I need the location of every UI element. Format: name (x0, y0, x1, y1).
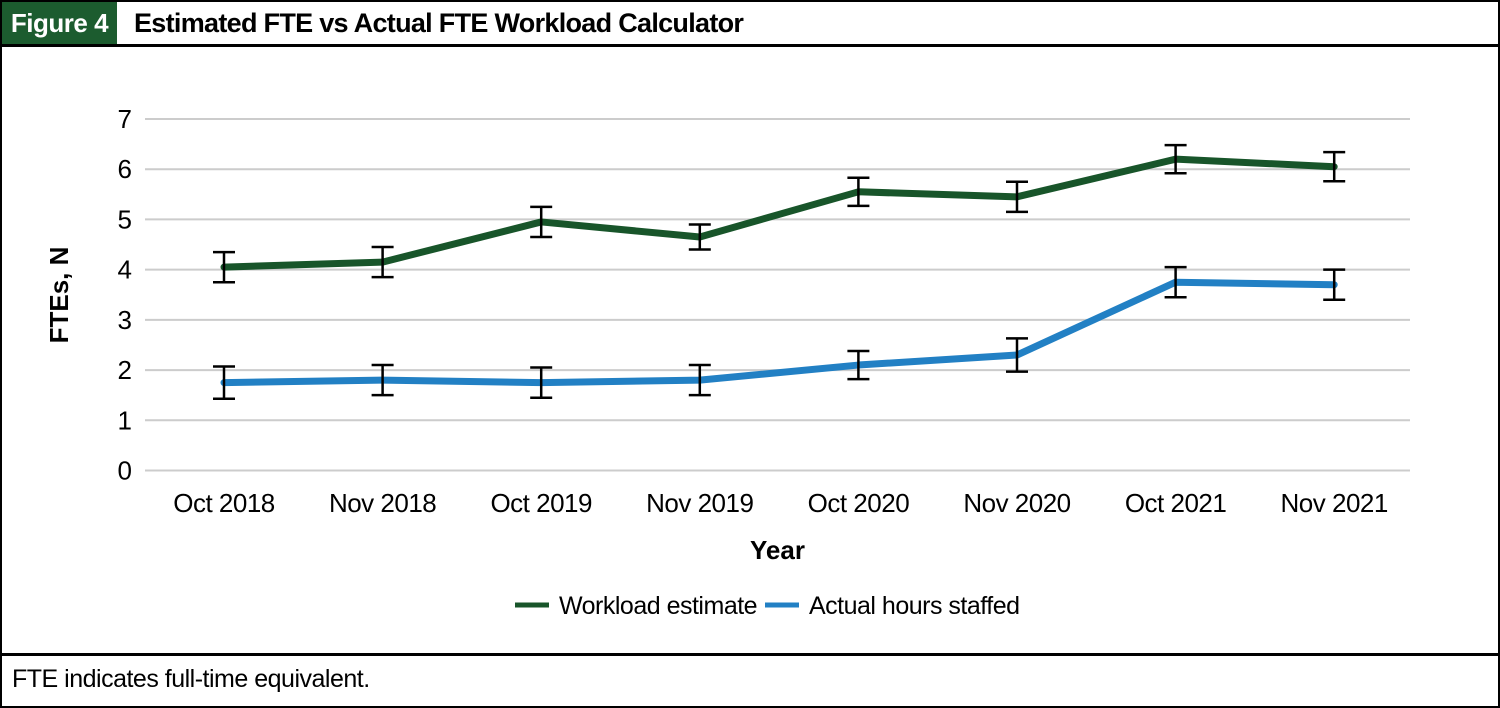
series-line-actual-hours-staffed (220, 278, 1338, 387)
y-axis-title: FTEs, N (44, 247, 74, 344)
x-tick-label-oct-2020: Oct 2020 (808, 488, 910, 518)
y-tick-label-0: 0 (118, 456, 132, 486)
figure-title: Estimated FTE vs Actual FTE Workload Cal… (134, 7, 744, 38)
x-tick-label-oct-2018: Oct 2018 (173, 488, 275, 518)
figure-footer: FTE indicates full-time equivalent. (2, 653, 1498, 702)
figure-header: Figure 4 Estimated FTE vs Actual FTE Wor… (2, 2, 1498, 47)
y-tick-label-3: 3 (118, 305, 132, 335)
x-tick-label-oct-2021: Oct 2021 (1125, 488, 1227, 518)
x-tick-label-nov-2020: Nov 2020 (963, 488, 1070, 518)
x-tick-label-nov-2021: Nov 2021 (1281, 488, 1388, 518)
series-line-workload-estimate (220, 155, 1338, 271)
y-tick-label-4: 4 (118, 255, 132, 285)
y-tick-label-7: 7 (118, 104, 132, 134)
y-tick-label-2: 2 (118, 355, 132, 385)
legend-label-workload-estimate: Workload estimate (559, 592, 757, 620)
figure-number-label: Figure 4 (2, 2, 117, 44)
y-tick-label-5: 5 (118, 204, 132, 234)
x-tick-label-oct-2019: Oct 2019 (490, 488, 592, 518)
figure-footnote: FTE indicates full-time equivalent. (12, 664, 370, 693)
x-tick-label-nov-2019: Nov 2019 (646, 488, 753, 518)
fte-line-chart: 0 1 2 3 4 5 6 7 FTEs, N Oct 2018 Nov 2018 Oct 2019 N… (44, 104, 1410, 620)
y-tick-label-6: 6 (118, 154, 132, 184)
x-axis-title: Year (750, 535, 805, 565)
legend-label-actual-hours-staffed: Actual hours staffed (809, 592, 1020, 620)
y-tick-label-1: 1 (118, 405, 132, 435)
x-tick-label-nov-2018: Nov 2018 (329, 488, 436, 518)
